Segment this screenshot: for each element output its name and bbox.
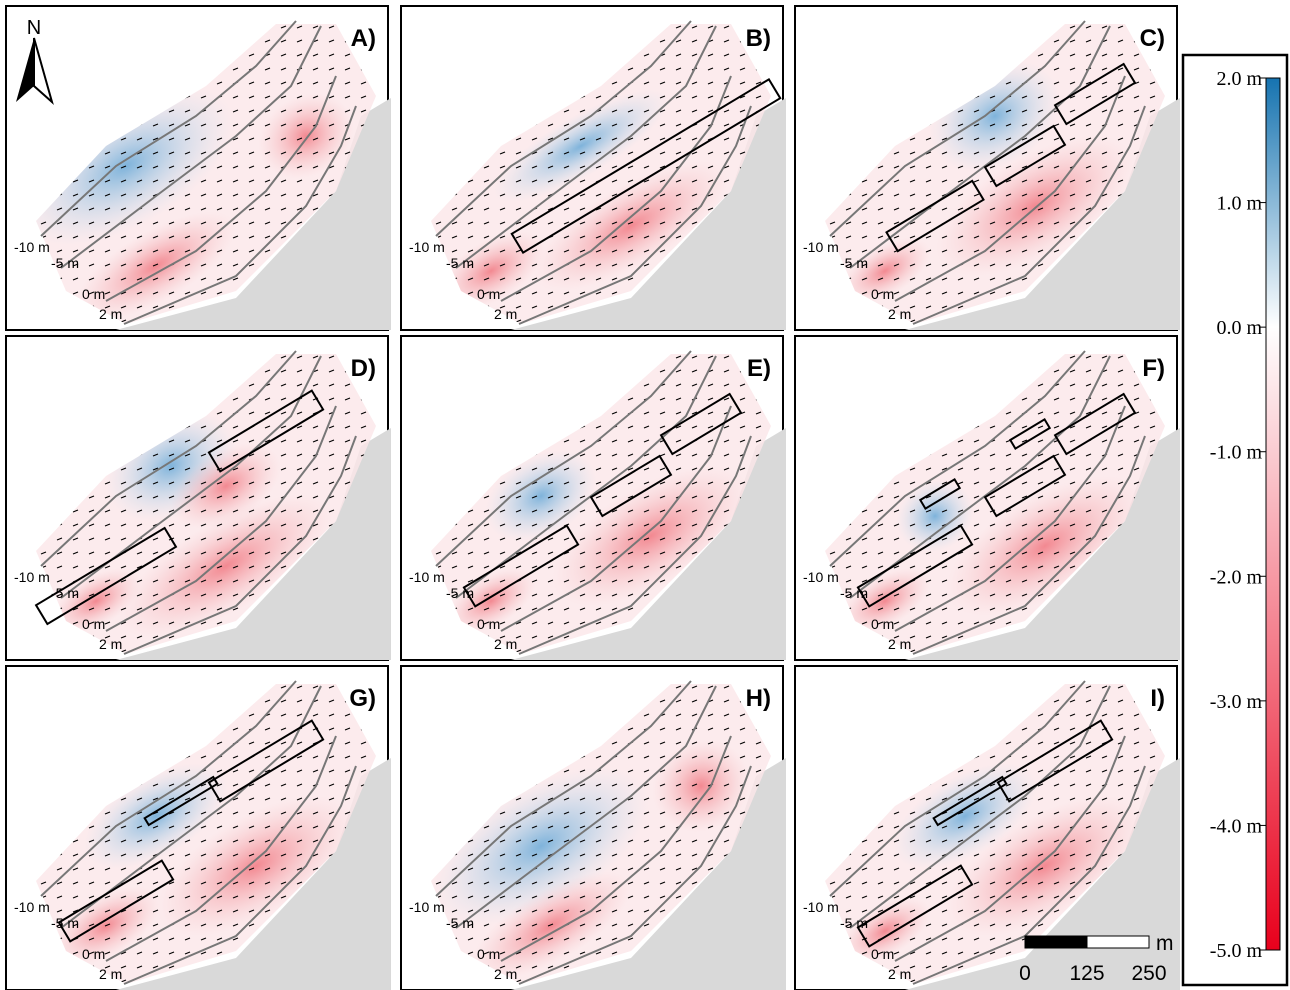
colorbar-tick-label: -1.0 m (1210, 442, 1263, 464)
scale-label: 125 (1069, 962, 1104, 985)
panel-label: F) (1142, 355, 1165, 382)
colorbar-tick-label: -3.0 m (1210, 691, 1263, 713)
contour-label: -5 m (51, 255, 79, 271)
contour-label: -10 m (803, 899, 839, 915)
contour-label: -10 m (409, 899, 445, 915)
panel-label: D) (351, 355, 376, 382)
scale-bar-white (1087, 936, 1149, 948)
map-panel: -10 m-5 m0 m 2 m D) (6, 336, 391, 665)
panel-label: H) (746, 685, 771, 712)
contour-label: -5 m (446, 585, 474, 601)
scale-bar-black (1025, 936, 1087, 948)
colorbar-tick-label: 2.0 m (1216, 68, 1262, 90)
panel-label: A) (351, 25, 376, 52)
contour-label: 0 m (82, 616, 105, 632)
map-panel: -10 m-5 m0 m 2 m A) N (0, 6, 391, 341)
scale-unit: m (1156, 932, 1174, 955)
contour-label: 2 m (888, 636, 911, 652)
colorbar-tick-label: 0.0 m (1216, 317, 1262, 339)
panel-label: C) (1140, 25, 1165, 52)
map-panel: -10 m-5 m0 m 2 m B) (401, 6, 786, 330)
colorbar-tick-label: -5.0 m (1210, 940, 1263, 962)
map-panel: -10 m-5 m0 m 2 m H) (401, 666, 786, 990)
scale-label: 250 (1131, 962, 1166, 985)
colorbar-tick-label: 1.0 m (1216, 193, 1262, 215)
contour-label: -10 m (803, 569, 839, 585)
contour-label: 2 m (99, 306, 122, 322)
contour-label: -5 m (51, 585, 79, 601)
contour-label: -5 m (840, 255, 868, 271)
contour-label: 2 m (888, 966, 911, 982)
north-label: N (27, 17, 41, 39)
panel-label: E) (747, 355, 771, 382)
contour-label: -5 m (446, 915, 474, 931)
scale-label: 0 (1019, 962, 1031, 985)
contour-label: 0 m (871, 946, 894, 962)
colorbar (1266, 78, 1280, 950)
contour-label: 2 m (99, 966, 122, 982)
colorbar-tick-label: -2.0 m (1210, 566, 1263, 588)
contour-label: 0 m (477, 616, 500, 632)
map-panel: -10 m-5 m0 m 2 m C) (795, 6, 1180, 330)
map-panel: -10 m-5 m0 m 2 m F) (795, 336, 1180, 660)
contour-label: 0 m (871, 616, 894, 632)
map-panel: -10 m-5 m0 m 2 m E) (401, 336, 786, 660)
contour-label: -10 m (14, 899, 50, 915)
colorbar-tick-label: -4.0 m (1210, 815, 1263, 837)
contour-label: -5 m (51, 915, 79, 931)
contour-label: 0 m (477, 946, 500, 962)
contour-label: -10 m (409, 569, 445, 585)
contour-label: 2 m (494, 636, 517, 652)
panel-label: B) (746, 25, 771, 52)
contour-label: -5 m (446, 255, 474, 271)
contour-label: 0 m (477, 286, 500, 302)
contour-label: 2 m (888, 306, 911, 322)
contour-label: 0 m (82, 946, 105, 962)
panel-label: G) (349, 685, 376, 712)
map-panel: -10 m-5 m0 m 2 m G) (6, 666, 391, 990)
contour-label: 0 m (871, 286, 894, 302)
contour-label: -10 m (409, 239, 445, 255)
contour-label: -5 m (840, 915, 868, 931)
contour-label: 0 m (82, 286, 105, 302)
contour-label: -10 m (14, 569, 50, 585)
contour-label: -10 m (803, 239, 839, 255)
contour-label: 2 m (99, 636, 122, 652)
contour-label: 2 m (494, 306, 517, 322)
contour-label: -10 m (14, 239, 50, 255)
panel-label: I) (1150, 685, 1165, 712)
contour-label: 2 m (494, 966, 517, 982)
contour-label: -5 m (840, 585, 868, 601)
